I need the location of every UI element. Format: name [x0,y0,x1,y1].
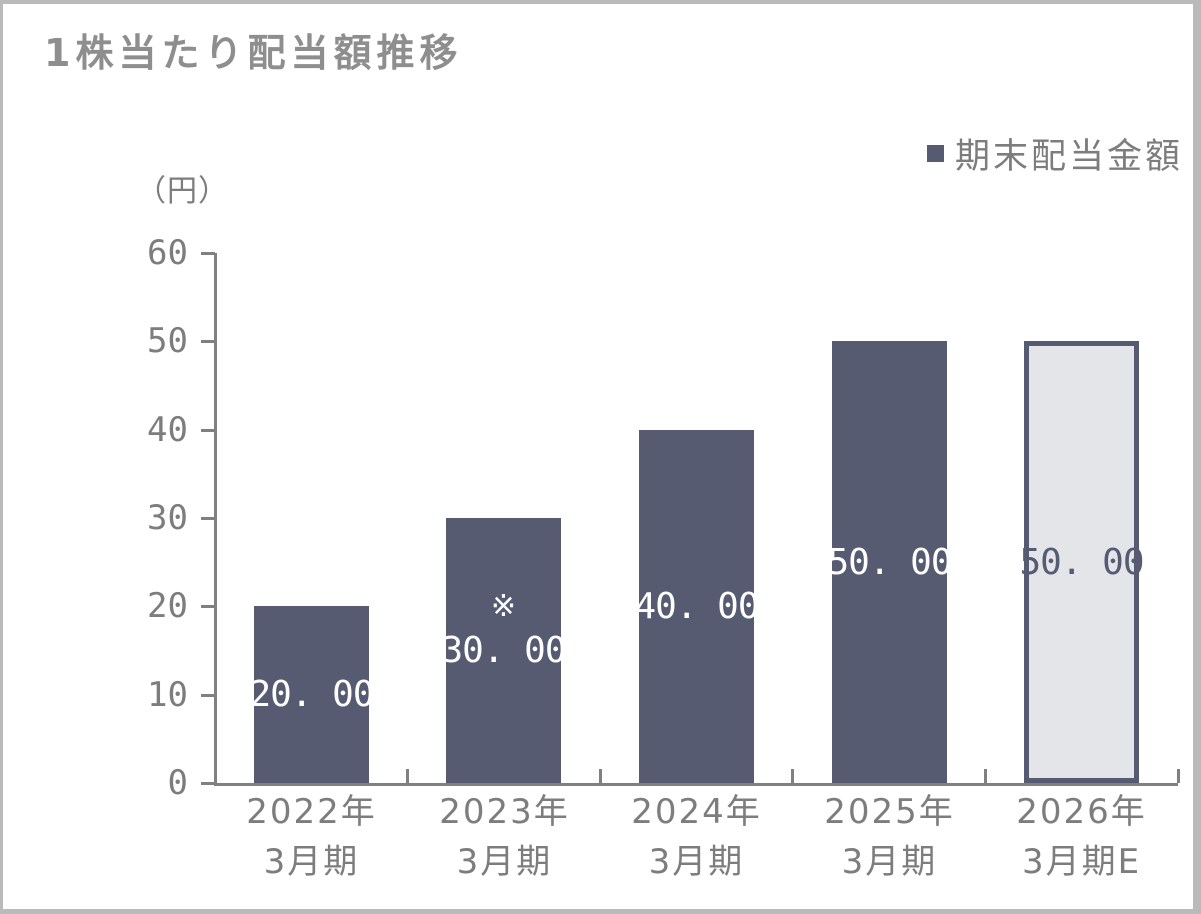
legend-swatch-icon [926,145,944,162]
bar: 50. 00 [1019,341,1145,783]
bar: 20. 00 [249,606,375,783]
bar-value-label: 20. 00 [249,674,374,715]
bar-note-symbol: ※ [490,588,517,624]
bar: 30. 00 ※ [441,518,567,783]
legend: 期末配当金額 [926,128,1183,179]
y-tick-mark [201,429,215,432]
y-tick-mark [201,694,215,697]
x-axis-line [214,783,1178,786]
x-boundary-tick [984,769,987,783]
y-tick-label: 30 [147,498,188,538]
y-tick-label: 20 [147,586,188,626]
y-axis-unit-label: （円） [136,174,229,209]
legend-label: 期末配当金額 [954,137,1183,177]
bar-value-label: 40. 00 [634,586,759,627]
x-category-label: 2022年 3月期 [246,792,377,882]
y-tick-mark [201,782,215,785]
bar: 40. 00 [634,430,760,783]
y-tick-mark [201,517,215,520]
y-tick-mark [201,252,215,255]
chart-title: 1株当たり配当額推移 [44,31,463,75]
x-boundary-tick [791,769,794,783]
bar-value-label: 50. 00 [827,541,952,583]
y-tick-label: 60 [147,233,188,273]
x-boundary-tick [599,769,602,783]
x-boundary-tick [406,769,409,783]
x-boundary-tick [1177,769,1180,783]
bar-value-label: 30. 00 [441,630,566,671]
x-category-label: 2024年 3月期 [631,792,762,882]
y-tick-mark [201,340,215,343]
y-tick-label: 40 [147,410,188,450]
y-tick-label: 0 [167,763,188,803]
bar: 50. 00 [827,341,953,783]
y-tick-mark [201,605,215,608]
y-tick-label: 50 [147,321,188,361]
x-category-label: 2025年 3月期 [824,792,955,882]
y-tick-label: 10 [147,675,188,715]
y-axis-line [214,253,217,786]
x-category-label: 2023年 3月期 [439,792,570,882]
x-category-label: 2026年 3月期E [1016,792,1147,882]
bar-value-label: 50. 00 [1019,541,1144,583]
